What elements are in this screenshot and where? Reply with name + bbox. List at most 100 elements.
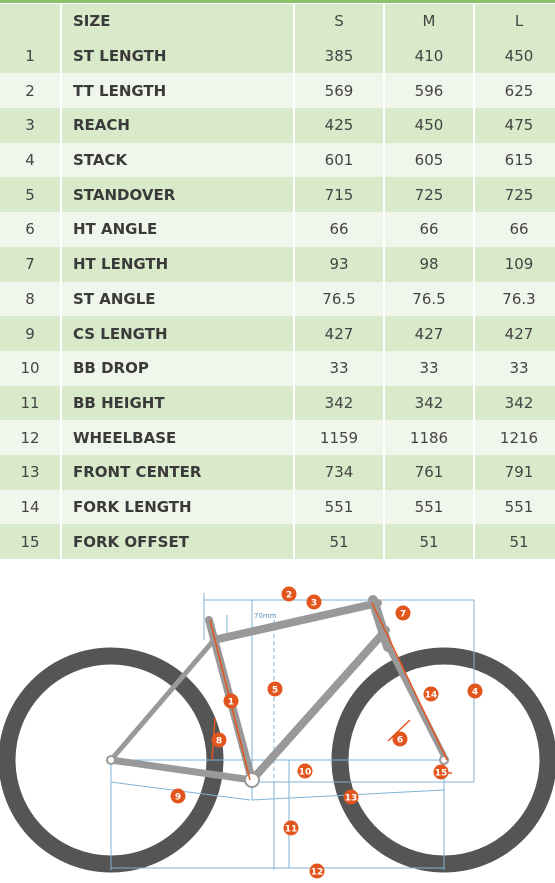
- row-index: 13: [0, 454, 62, 490]
- table-row: 6 HT ANGLE 66 66 66: [0, 212, 555, 247]
- marker-6: 6: [392, 731, 408, 747]
- marker-7: 7: [395, 605, 411, 621]
- row-value-l: 551: [474, 489, 555, 525]
- table-row: 14 FORK LENGTH 551 551 551: [0, 489, 555, 525]
- row-measurement-name: FORK LENGTH: [61, 489, 295, 525]
- row-index: 11: [0, 385, 62, 421]
- row-value-s: 601: [294, 142, 385, 178]
- table-row: 10 BB DROP 33 33 33: [0, 350, 555, 386]
- row-value-m: 427: [384, 316, 475, 351]
- row-value-s: 551: [294, 489, 385, 525]
- row-value-l: 51: [474, 524, 555, 559]
- marker-label: 3: [311, 599, 317, 609]
- row-measurement-name: CS LENGTH: [61, 316, 295, 351]
- row-value-m: 605: [384, 142, 475, 178]
- marker-4: 4: [467, 683, 483, 699]
- row-index: 2: [0, 73, 62, 109]
- row-value-s: 715: [294, 177, 385, 213]
- row-measurement-name: STACK: [61, 142, 295, 178]
- row-value-s: 33: [294, 350, 385, 386]
- row-value-l: 725: [474, 177, 555, 213]
- header-size-s: S: [294, 4, 385, 39]
- table-row: 11 BB HEIGHT 342 342 342: [0, 385, 555, 421]
- table-row: 4 STACK 601 605 615: [0, 142, 555, 178]
- marker-14: 14: [423, 686, 439, 702]
- row-value-s: 66: [294, 212, 385, 247]
- row-value-l: 427: [474, 316, 555, 351]
- row-measurement-name: HT ANGLE: [61, 212, 295, 247]
- marker-label: 4: [472, 688, 478, 698]
- marker-label: 13: [345, 794, 358, 804]
- marker-label: 7: [400, 610, 406, 620]
- row-value-m: 761: [384, 454, 475, 490]
- row-index: 10: [0, 350, 62, 386]
- marker-1: 1: [223, 693, 239, 709]
- table-row: 15 FORK OFFSET 51 51 51: [0, 524, 555, 559]
- table-header-row: SIZE S M L: [0, 4, 555, 39]
- row-value-m: 450: [384, 108, 475, 143]
- row-value-m: 410: [384, 38, 475, 74]
- row-value-l: 342: [474, 385, 555, 421]
- row-index: 14: [0, 489, 62, 525]
- marker-label: 14: [425, 691, 438, 701]
- marker-8: 8: [211, 732, 227, 748]
- row-measurement-name: FORK OFFSET: [61, 524, 295, 559]
- header-index-cell: [0, 4, 62, 39]
- marker-10: 10: [297, 763, 313, 779]
- row-value-m: 551: [384, 489, 475, 525]
- row-value-l: 791: [474, 454, 555, 490]
- row-value-l: 1216: [474, 420, 555, 455]
- table-row: 13 FRONT CENTER 734 761 791: [0, 454, 555, 490]
- row-value-l: 625: [474, 73, 555, 109]
- row-value-s: 76.5: [294, 281, 385, 317]
- row-measurement-name: HT LENGTH: [61, 246, 295, 282]
- dimension-lines: [110, 593, 475, 870]
- marker-12: 12: [309, 863, 325, 879]
- marker-label: 1: [228, 698, 234, 708]
- row-value-m: 66: [384, 212, 475, 247]
- row-index: 8: [0, 281, 62, 317]
- row-index: 15: [0, 524, 62, 559]
- row-measurement-name: WHEELBASE: [61, 420, 295, 455]
- marker-15: 15: [433, 764, 449, 780]
- row-value-l: 475: [474, 108, 555, 143]
- row-index: 3: [0, 108, 62, 143]
- top-accent-line: [0, 0, 555, 3]
- table-row: 12 WHEELBASE 1159 1186 1216: [0, 420, 555, 455]
- row-value-m: 725: [384, 177, 475, 213]
- row-value-s: 425: [294, 108, 385, 143]
- header-size-label: SIZE: [61, 4, 295, 39]
- row-value-s: 1159: [294, 420, 385, 455]
- table-row: 3 REACH 425 450 475: [0, 108, 555, 143]
- row-measurement-name: ST ANGLE: [61, 281, 295, 317]
- marker-13: 13: [343, 789, 359, 805]
- row-value-s: 93: [294, 246, 385, 282]
- table-row: 8 ST ANGLE 76.5 76.5 76.3: [0, 281, 555, 317]
- marker-label: 5: [272, 686, 278, 696]
- row-value-s: 427: [294, 316, 385, 351]
- table-row: 9 CS LENGTH 427 427 427: [0, 316, 555, 351]
- row-measurement-name: TT LENGTH: [61, 73, 295, 109]
- row-value-l: 66: [474, 212, 555, 247]
- row-value-s: 385: [294, 38, 385, 74]
- row-index: 5: [0, 177, 62, 213]
- row-value-m: 76.5: [384, 281, 475, 317]
- row-value-s: 51: [294, 524, 385, 559]
- row-value-m: 1186: [384, 420, 475, 455]
- marker-2: 2: [281, 586, 297, 602]
- table-row: 5 STANDOVER 715 725 725: [0, 177, 555, 213]
- table-row: 2 TT LENGTH 569 596 625: [0, 73, 555, 109]
- row-value-m: 33: [384, 350, 475, 386]
- marker-label: 12: [311, 868, 324, 878]
- marker-label: 10: [299, 768, 312, 778]
- marker-label: 15: [435, 769, 448, 779]
- row-value-m: 342: [384, 385, 475, 421]
- row-value-l: 109: [474, 246, 555, 282]
- marker-3: 3: [306, 594, 322, 610]
- geometry-table: SIZE S M L 1 ST LENGTH 385 410 450 2 TT LENGTH…: [0, 4, 555, 559]
- row-value-l: 615: [474, 142, 555, 178]
- row-index: 12: [0, 420, 62, 455]
- row-index: 4: [0, 142, 62, 178]
- row-value-m: 51: [384, 524, 475, 559]
